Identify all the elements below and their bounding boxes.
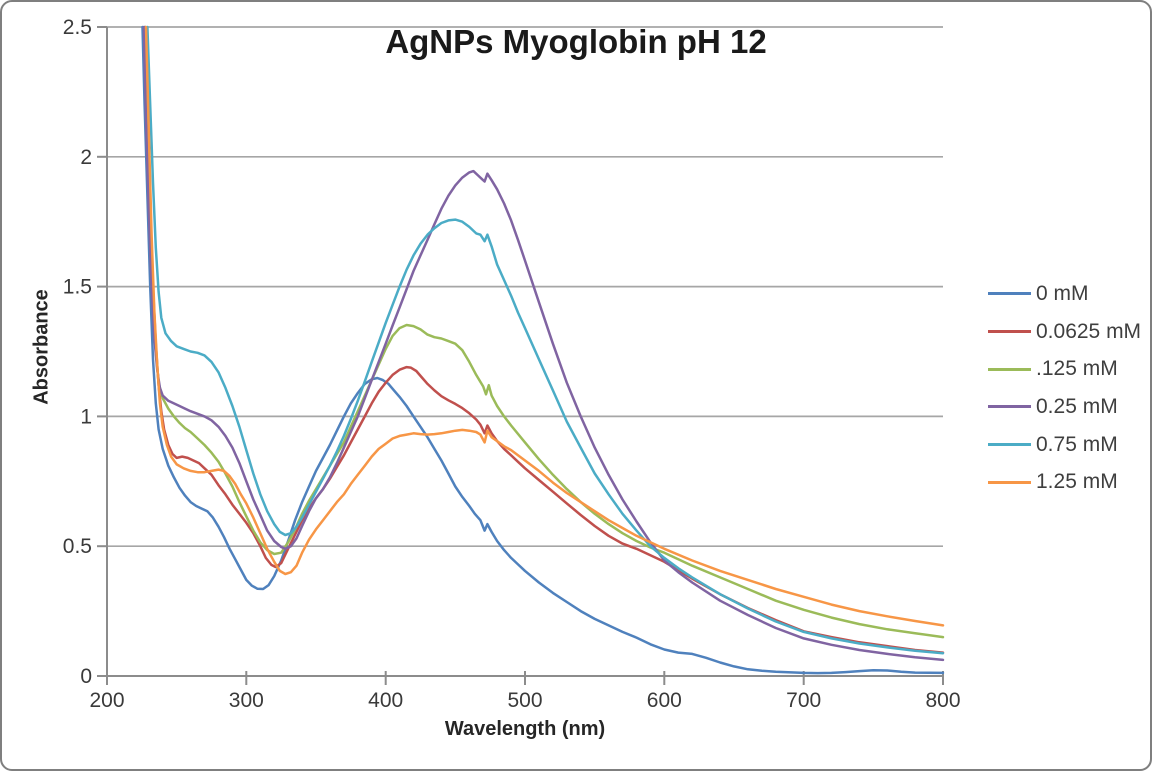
legend-item-0 mM: 0 mM [988, 275, 1141, 313]
series-line-0.25 mM [142, 25, 945, 662]
x-tick-label-800: 800 [925, 689, 960, 712]
legend-label: 0.75 mM [1036, 432, 1118, 456]
legend-label: 0 mM [1036, 281, 1089, 305]
series-line-.125 mM [143, 25, 945, 639]
x-tick-label-600: 600 [647, 689, 682, 712]
y-tick-label-2: 2 [80, 146, 92, 169]
x-tick-label-700: 700 [786, 689, 821, 712]
legend-label: 0.25 mM [1036, 394, 1118, 418]
legend: 0 mM 0.0625 mM .125 mM 0.25 mM 0.75 mM 1.25 m… [988, 275, 1141, 501]
y-tick-label-1.5: 1.5 [63, 276, 92, 299]
x-axis-title: Wavelength (nm) [444, 718, 606, 740]
legend-item-0.25 mM: 0.25 mM [988, 388, 1141, 426]
legend-swatch-icon [988, 330, 1031, 334]
y-tick-label-0.5: 0.5 [63, 535, 92, 558]
legend-swatch-icon [988, 367, 1031, 371]
series-line-1.25 mM [144, 25, 945, 627]
y-tick-label-0: 0 [80, 665, 92, 688]
legend-label: 1.25 mM [1036, 470, 1118, 494]
series-line-0.75 mM [146, 25, 945, 655]
series-line-0 mM [141, 25, 945, 675]
legend-swatch-icon [988, 292, 1031, 296]
legend-label: 0.0625 mM [1036, 319, 1142, 343]
legend-item-0.75 mM: 0.75 mM [988, 426, 1141, 464]
legend-label: .125 mM [1036, 357, 1118, 381]
x-tick-label-200: 200 [89, 689, 124, 712]
legend-item-1.25 mM: 1.25 mM [988, 463, 1141, 501]
x-tick-label-500: 500 [507, 689, 542, 712]
legend-swatch-icon [988, 405, 1031, 409]
series-line-0.0625 mM [144, 25, 945, 654]
chart-title: AgNPs Myoglobin pH 12 [385, 23, 767, 60]
legend-item-.125 mM: .125 mM [988, 350, 1141, 388]
y-tick-label-1: 1 [80, 405, 92, 428]
y-axis-title: Absorbance [30, 289, 53, 405]
legend-swatch-icon [988, 443, 1031, 447]
x-tick-label-300: 300 [229, 689, 264, 712]
y-tick-label-2.5: 2.5 [63, 16, 92, 39]
x-tick-label-400: 400 [368, 689, 403, 712]
legend-swatch-icon [988, 480, 1031, 484]
legend-item-0.0625 mM: 0.0625 mM [988, 313, 1141, 351]
